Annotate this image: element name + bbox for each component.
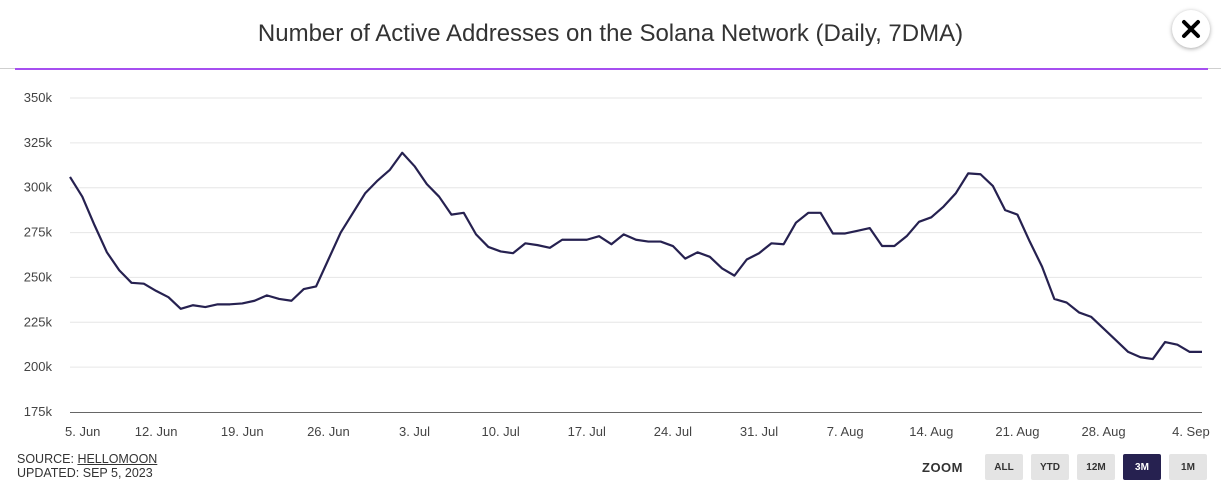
chart-title: Number of Active Addresses on the Solana… <box>257 20 964 47</box>
y-tick-label: 350k <box>24 90 53 105</box>
x-tick-label: 10. Jul <box>481 424 519 439</box>
x-tick-label: 21. Aug <box>995 424 1039 439</box>
y-tick-label: 175k <box>24 404 53 419</box>
zoom-button-3m[interactable]: 3M <box>1123 454 1161 480</box>
x-tick-label: 4. Sep <box>1172 424 1210 439</box>
x-tick-label: 14. Aug <box>909 424 953 439</box>
x-tick-label: 5. Jun <box>65 424 100 439</box>
zoom-button-all[interactable]: ALL <box>985 454 1023 480</box>
close-button[interactable] <box>1172 10 1210 48</box>
zoom-button-12m[interactable]: 12M <box>1077 454 1115 480</box>
zoom-controls: ZOOM ALL YTD 12M 3M 1M <box>922 454 1207 480</box>
source-prefix: SOURCE: <box>17 452 78 466</box>
x-tick-label: 7. Aug <box>827 424 864 439</box>
x-tick-label: 19. Jun <box>221 424 264 439</box>
y-tick-label: 225k <box>24 314 53 329</box>
y-tick-label: 300k <box>24 180 53 195</box>
updated-date: UPDATED: SEP 5, 2023 <box>17 466 153 480</box>
x-tick-label: 24. Jul <box>654 424 692 439</box>
zoom-button-1m[interactable]: 1M <box>1169 454 1207 480</box>
zoom-label: ZOOM <box>922 459 963 475</box>
close-icon <box>1182 20 1200 38</box>
title-accent-rule <box>15 68 1208 70</box>
x-tick-label: 12. Jun <box>135 424 178 439</box>
zoom-button-ytd[interactable]: YTD <box>1031 454 1069 480</box>
y-tick-label: 250k <box>24 269 53 284</box>
x-tick-label: 17. Jul <box>568 424 606 439</box>
source-link[interactable]: HELLOMOON <box>77 452 158 466</box>
x-tick-label: 31. Jul <box>740 424 778 439</box>
series-line <box>69 151 1202 361</box>
y-tick-label: 275k <box>24 225 53 240</box>
line-chart: 175k 200k 225k 250k 275k 300k 325k 350k 5. Jun 1… <box>24 90 1210 439</box>
source-note: SOURCE: HELLOMOON UPDATED: SEP 5, 2023 <box>17 452 157 480</box>
y-tick-label: 325k <box>24 135 53 150</box>
x-tick-label: 28. Aug <box>1082 424 1126 439</box>
y-tick-label: 200k <box>24 359 53 374</box>
x-tick-label: 3. Jul <box>399 424 430 439</box>
x-tick-label: 26. Jun <box>307 424 350 439</box>
